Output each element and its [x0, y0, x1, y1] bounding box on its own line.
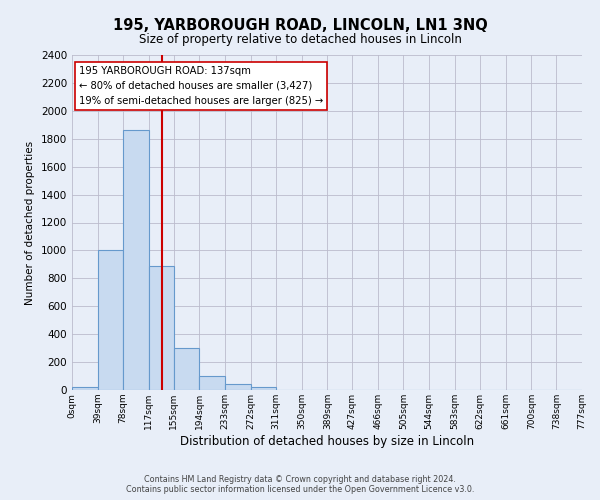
Bar	[123, 130, 149, 390]
Bar	[199, 376, 225, 390]
X-axis label: Distribution of detached houses by size in Lincoln: Distribution of detached houses by size …	[180, 434, 474, 448]
Bar	[251, 387, 276, 390]
Bar	[174, 348, 199, 390]
Y-axis label: Number of detached properties: Number of detached properties	[25, 140, 35, 304]
Text: 195, YARBOROUGH ROAD, LINCOLN, LN1 3NQ: 195, YARBOROUGH ROAD, LINCOLN, LN1 3NQ	[113, 18, 487, 32]
Bar	[72, 387, 98, 390]
Text: Contains HM Land Registry data © Crown copyright and database right 2024.
Contai: Contains HM Land Registry data © Crown c…	[126, 474, 474, 494]
Text: Size of property relative to detached houses in Lincoln: Size of property relative to detached ho…	[139, 32, 461, 46]
Bar	[98, 250, 123, 390]
Bar	[149, 266, 174, 390]
Text: 195 YARBOROUGH ROAD: 137sqm
← 80% of detached houses are smaller (3,427)
19% of : 195 YARBOROUGH ROAD: 137sqm ← 80% of det…	[79, 66, 323, 106]
Bar	[225, 384, 251, 390]
